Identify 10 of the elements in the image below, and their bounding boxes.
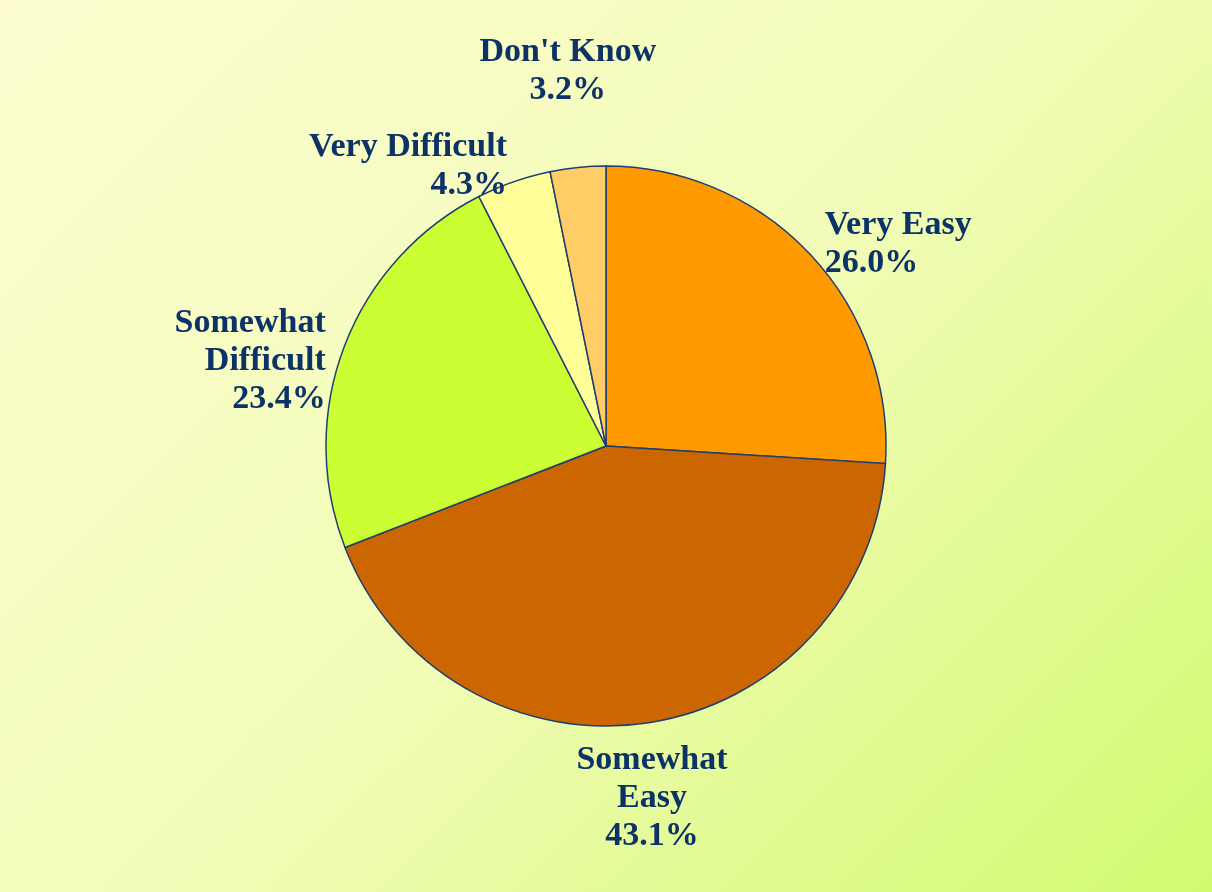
slice-label: Very Easy (824, 203, 972, 241)
data-label: 43.1% (605, 815, 699, 853)
slice-label: Somewhat Difficult (174, 302, 327, 378)
data-label: 23.4% (232, 378, 326, 416)
data-label: 4.3% (430, 163, 508, 201)
data-label: 26.0% (824, 241, 919, 279)
slice-label: Somewhat Easy (576, 739, 729, 815)
data-label: 3.2% (529, 68, 607, 106)
slice-label: Very Difficult (309, 125, 508, 163)
slice-label: Don't Know (479, 30, 657, 68)
